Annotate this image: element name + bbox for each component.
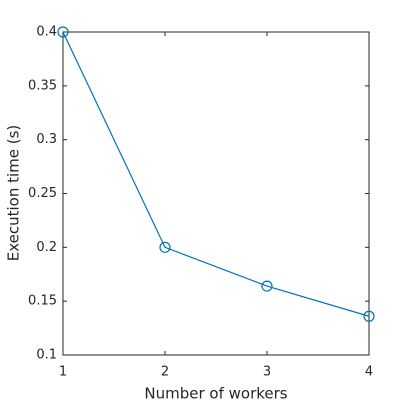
y-tick-label: 0.35 xyxy=(28,78,57,93)
x-axis-label: Number of workers xyxy=(144,385,287,403)
x-tick-label: 4 xyxy=(365,365,373,380)
y-tick-label: 0.15 xyxy=(28,294,57,309)
data-point xyxy=(261,280,273,292)
y-tick-label: 0.25 xyxy=(28,186,57,201)
x-tick-label: 2 xyxy=(161,365,169,380)
data-point xyxy=(57,26,69,38)
data-point xyxy=(363,310,375,322)
y-tick-label: 0.4 xyxy=(36,25,57,40)
x-tick-label: 3 xyxy=(263,365,271,380)
y-tick-label: 0.1 xyxy=(36,348,57,363)
axes-box xyxy=(62,31,370,356)
x-tick-label: 1 xyxy=(59,365,67,380)
y-axis-label: Execution time (s) xyxy=(5,125,23,262)
y-tick-label: 0.3 xyxy=(36,132,57,147)
data-line xyxy=(62,31,370,317)
data-point xyxy=(159,241,171,253)
y-tick-label: 0.2 xyxy=(36,240,57,255)
